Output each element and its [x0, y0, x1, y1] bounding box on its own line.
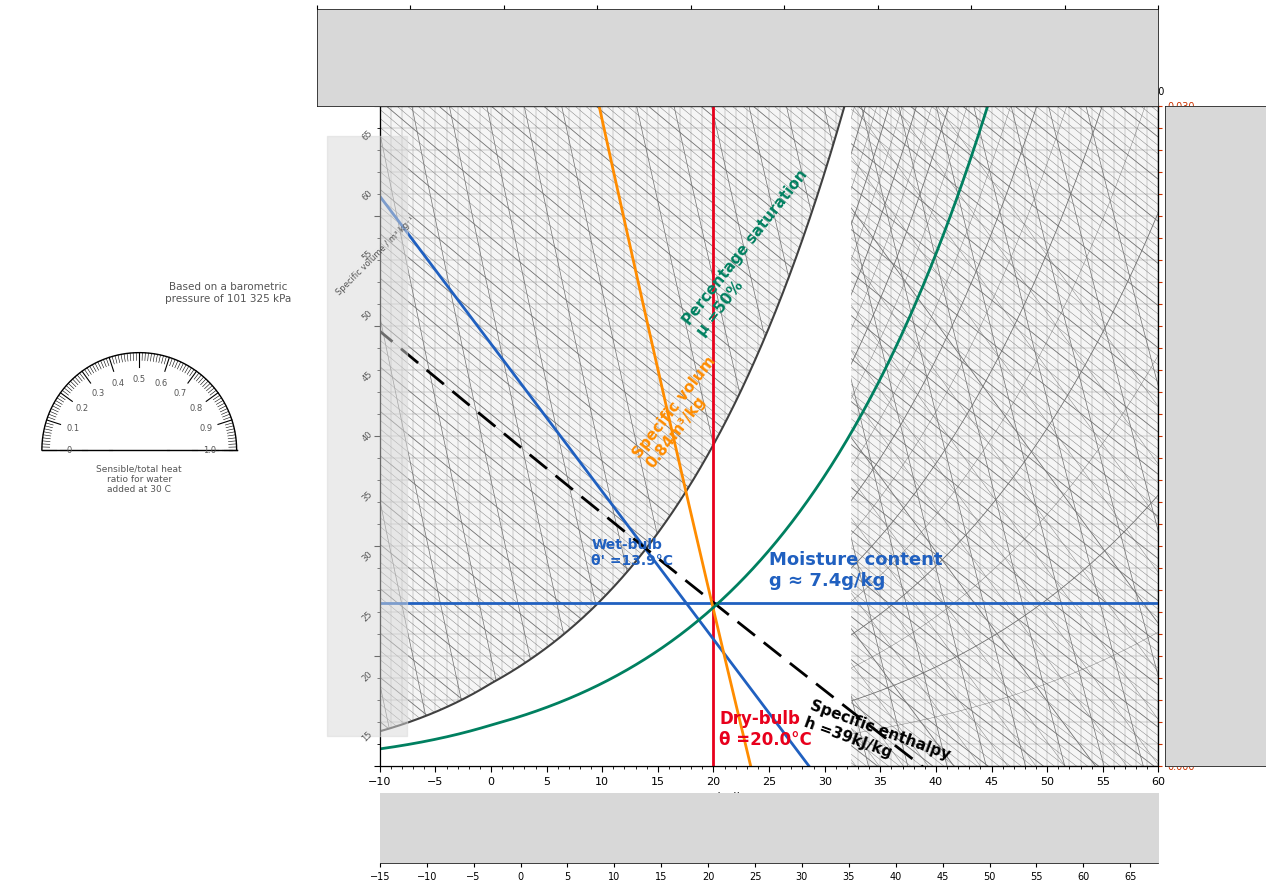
Text: 40: 40 [361, 429, 373, 443]
Text: Dry-bulb
θ =20.0°C: Dry-bulb θ =20.0°C [719, 710, 812, 749]
Text: Specific volum
0.84m³/kg: Specific volum 0.84m³/kg [630, 353, 732, 471]
Text: Based on a barometric
pressure of 101 325 kPa: Based on a barometric pressure of 101 32… [165, 282, 291, 304]
Text: Sensible/total heat
ratio for water
added at 30 C: Sensible/total heat ratio for water adde… [96, 464, 182, 494]
Text: 0.9: 0.9 [199, 424, 213, 433]
Text: Specific volume / m³ kg⁻¹: Specific volume / m³ kg⁻¹ [335, 215, 417, 297]
Text: Specific enthalpy
h =39kJ/kg: Specific enthalpy h =39kJ/kg [803, 698, 953, 780]
Text: 55: 55 [361, 249, 373, 263]
Text: 0.1: 0.1 [66, 424, 80, 433]
Text: 20: 20 [361, 670, 373, 684]
Text: 25: 25 [361, 610, 373, 623]
Text: Percentage saturation
μ =50%: Percentage saturation μ =50% [680, 167, 824, 339]
Text: 0.7: 0.7 [173, 389, 187, 398]
Text: 30: 30 [361, 549, 373, 563]
Polygon shape [380, 85, 851, 766]
Y-axis label: Moisture content / (kg kg⁻¹ dry air): Moisture content / (kg kg⁻¹ dry air) [1198, 345, 1208, 527]
Text: 0: 0 [67, 446, 72, 455]
Text: 0.6: 0.6 [154, 379, 167, 388]
Text: Wet-bulb
θ' =13.9°C: Wet-bulb θ' =13.9°C [591, 538, 674, 568]
Text: 0.5: 0.5 [133, 375, 146, 384]
Text: 0.3: 0.3 [91, 389, 105, 398]
X-axis label: Dry-bulb temperature / C: Dry-bulb temperature / C [690, 792, 848, 805]
Text: 15: 15 [361, 729, 373, 744]
Text: 50: 50 [361, 309, 373, 322]
Text: 0.4: 0.4 [111, 379, 124, 388]
Text: 45: 45 [361, 369, 373, 383]
Text: 60: 60 [361, 189, 373, 203]
X-axis label: Percentage saturation / %: Percentage saturation / % [696, 76, 842, 86]
Text: 1.0: 1.0 [203, 446, 216, 455]
Text: 0.8: 0.8 [190, 404, 203, 413]
Text: 0.2: 0.2 [76, 404, 89, 413]
Text: 35: 35 [361, 489, 373, 503]
Text: Moisture content
g ≈ 7.4g/kg: Moisture content g ≈ 7.4g/kg [770, 552, 943, 590]
Text: 65: 65 [361, 129, 373, 143]
